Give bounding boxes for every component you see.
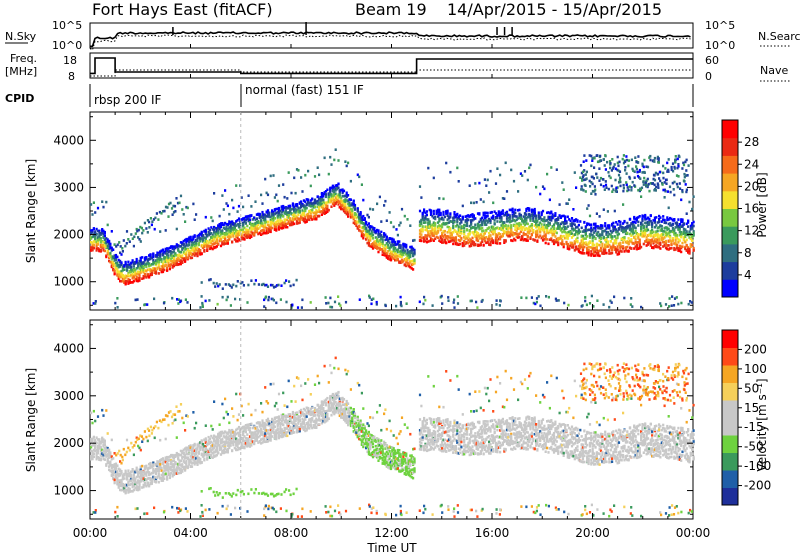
range-tick-label: 3000 xyxy=(53,180,84,194)
freq-left-tick-bottom: 8 xyxy=(68,70,75,83)
power-colorbar-title: Power [dB] xyxy=(755,172,769,237)
cpid-segment-1-label: rbsp 200 IF xyxy=(94,93,161,107)
time-tick-label: 16:00 xyxy=(475,526,510,540)
time-axis-label: Time UT xyxy=(366,541,417,554)
time-tick-label: 00:00 xyxy=(73,526,108,540)
time-tick-label: 04:00 xyxy=(173,526,208,540)
freq-left-tick-top: 18 xyxy=(63,54,77,67)
time-tick-label: 00:00 xyxy=(676,526,711,540)
power-panel-frame xyxy=(89,111,694,311)
colorbar-tick-label: -200 xyxy=(744,479,771,493)
time-tick-label: 20:00 xyxy=(575,526,610,540)
radar-title: Fort Hays East (fitACF) xyxy=(92,0,273,19)
colorbar-tick-label: 12 xyxy=(744,224,759,238)
range-tick-label: 4000 xyxy=(53,341,84,355)
range-tick-label: 4000 xyxy=(53,133,84,147)
colorbar-tick-label: -15 xyxy=(744,420,764,434)
range-tick-label: 2000 xyxy=(53,228,84,242)
range-tick-label: 3000 xyxy=(53,389,84,403)
range-tick-label: 1000 xyxy=(53,484,84,498)
power-ylabel: Slant Range [km] xyxy=(24,159,38,263)
time-tick-label: 08:00 xyxy=(274,526,309,540)
velocity-colorbar-title: Velocity [m s⁻¹] xyxy=(755,378,769,471)
range-tick-label: 2000 xyxy=(53,436,84,450)
velocity-ylabel: Slant Range [km] xyxy=(24,368,38,472)
beam-label: Beam 19 xyxy=(355,0,427,19)
colorbar-tick-label: 28 xyxy=(744,135,759,149)
nsky-label: N.Sky xyxy=(5,30,37,43)
cpid-segment-2-label: normal (fast) 151 IF xyxy=(245,83,364,97)
colorbar-tick-label: 4 xyxy=(744,268,752,282)
nave-label: Nave xyxy=(760,64,788,77)
freq-label-top: Freq. xyxy=(10,52,37,65)
colorbar-tick-label: 20 xyxy=(744,179,759,193)
velocity-colorbar xyxy=(721,329,739,506)
nsky-right-tick-bottom: 10^0 xyxy=(705,39,735,52)
velocity-panel-frame xyxy=(89,319,694,520)
range-tick-label: 1000 xyxy=(53,275,84,289)
colorbar-tick-label: -50 xyxy=(744,440,764,454)
colorbar-tick-label: -100 xyxy=(744,459,771,473)
cpid-label: CPID xyxy=(5,92,34,105)
nave-right-tick-top: 60 xyxy=(705,54,719,67)
nsky-series xyxy=(89,22,691,51)
time-tick-label: 12:00 xyxy=(374,526,409,540)
velocity-yticks: 1000 2000 3000 4000 xyxy=(53,324,693,515)
velocity-scatter-points xyxy=(90,356,695,518)
time-axis: 00:00 04:00 08:00 12:00 16:00 20:00 00:00 xyxy=(73,44,711,540)
colorbar-tick-label: 24 xyxy=(744,157,759,171)
power-yticks: 1000 2000 3000 4000 xyxy=(53,116,693,306)
colorbar-tick-label: 200 xyxy=(744,342,767,356)
colorbar-tick-label: 15 xyxy=(744,401,759,415)
freq-label-bottom: [MHz] xyxy=(5,65,37,78)
colorbar-tick-label: 8 xyxy=(744,246,752,260)
nave-series-line xyxy=(90,69,693,77)
power-colorbar xyxy=(721,119,739,298)
colorbar-tick-label: 50 xyxy=(744,381,759,395)
colorbar-tick-label: 100 xyxy=(744,362,767,376)
velocity-colorbar-ticks: 200 100 50 15 -15 -50 -100 -200 xyxy=(738,342,771,493)
nsearch-label: N.Search xyxy=(758,30,800,43)
nave-right-tick-bottom: 0 xyxy=(705,70,712,83)
nsky-left-tick-bottom: 10^0 xyxy=(52,39,82,52)
power-colorbar-ticks: 28 24 20 16 12 8 4 xyxy=(738,135,759,282)
colorbar-tick-label: 16 xyxy=(744,202,759,216)
nsky-right-tick-top: 10^5 xyxy=(705,19,735,32)
date-range: 14/Apr/2015 - 15/Apr/2015 xyxy=(447,0,662,19)
power-scatter-points xyxy=(90,148,695,309)
freq-series-line xyxy=(90,57,693,75)
nsky-left-tick-top: 10^5 xyxy=(52,19,82,32)
